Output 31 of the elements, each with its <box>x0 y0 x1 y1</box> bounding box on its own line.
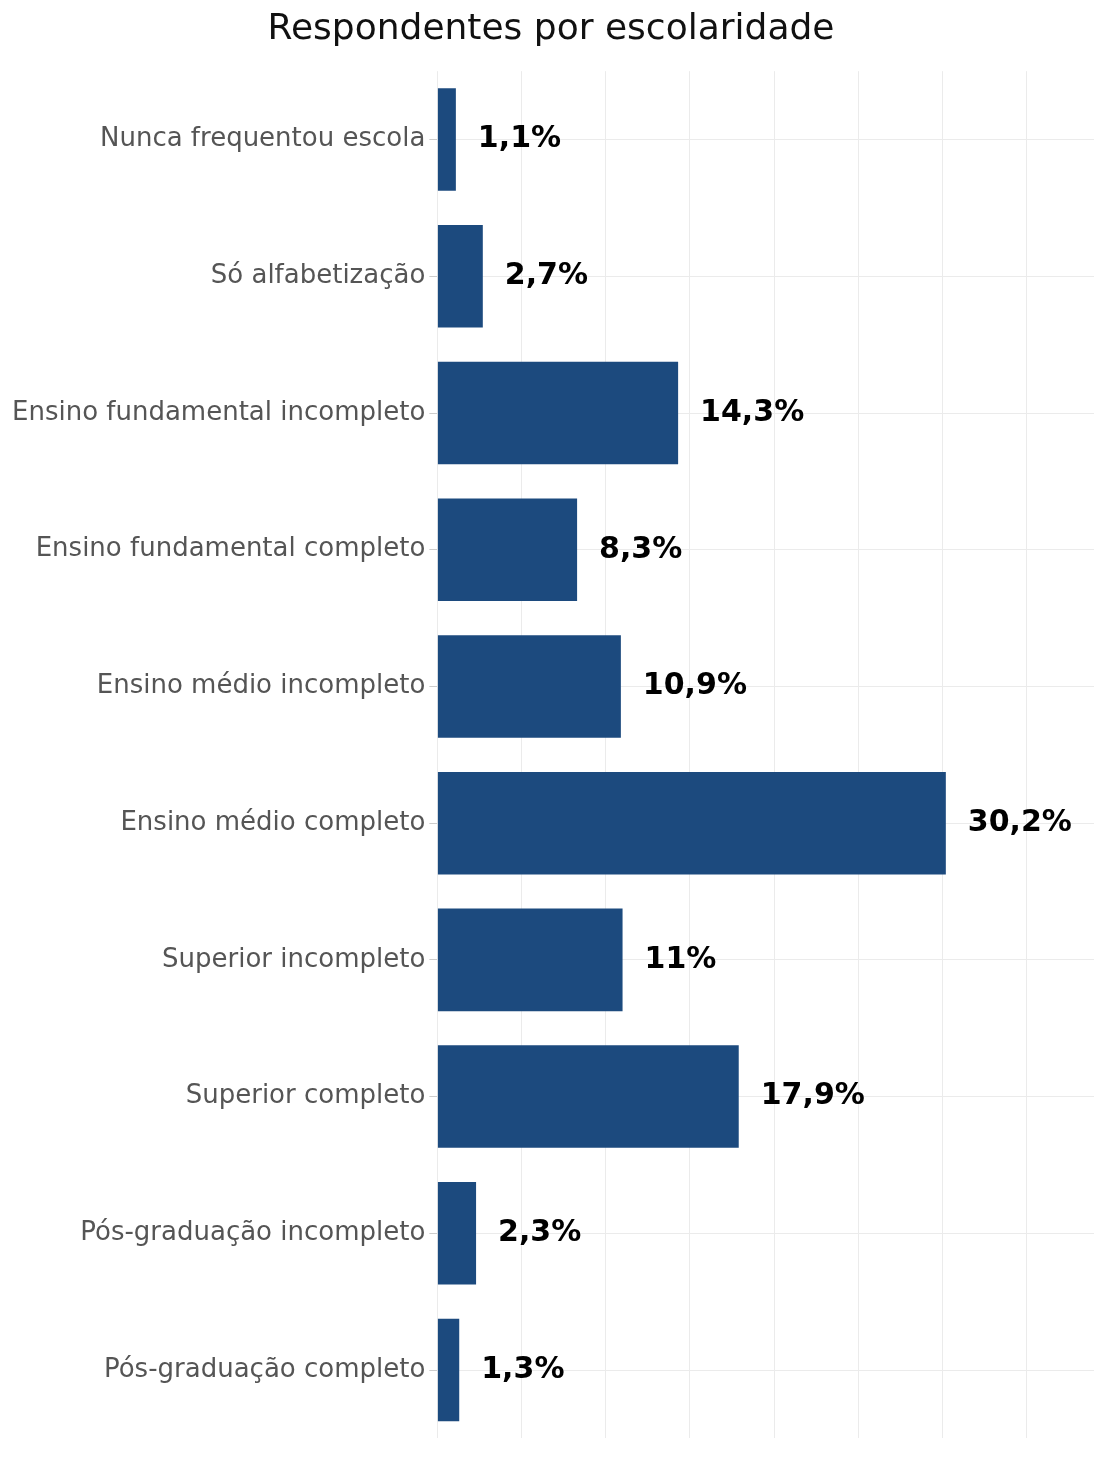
y-tick-label: Ensino médio completo <box>120 805 426 836</box>
data-label: 30,2% <box>967 802 1072 838</box>
y-tick-label: Pós-graduação completo <box>103 1352 426 1383</box>
y-tick-label: Superior completo <box>185 1079 426 1110</box>
bar <box>437 1182 477 1285</box>
data-label: 2,3% <box>498 1213 582 1249</box>
data-label: 14,3% <box>700 392 805 428</box>
y-tick-label: Superior incompleto <box>162 942 426 973</box>
bar <box>437 908 623 1012</box>
y-tick-label: Ensino fundamental incompleto <box>11 395 426 426</box>
bar <box>437 498 578 601</box>
data-label: 10,9% <box>642 666 747 702</box>
y-tick-label: Só alfabetização <box>210 259 426 290</box>
data-label: 17,9% <box>760 1076 865 1112</box>
bar <box>437 88 456 191</box>
chart-title: Respondentes por escolaridade <box>267 5 835 47</box>
bar <box>437 225 483 328</box>
data-label: 1,1% <box>477 119 562 155</box>
bar <box>437 1045 739 1148</box>
y-tick-label: Ensino fundamental completo <box>35 532 426 563</box>
data-label: 2,7% <box>504 256 589 292</box>
bar <box>437 771 946 875</box>
data-label: 11% <box>644 939 717 975</box>
data-label: 8,3% <box>599 529 683 565</box>
y-tick-label: Pós-graduação incompleto <box>80 1216 426 1247</box>
bar <box>437 1318 460 1422</box>
y-tick-label: Nunca frequentou escola <box>99 122 426 153</box>
bar <box>437 361 679 465</box>
data-label: 1,3% <box>481 1349 565 1385</box>
y-tick-label: Ensino médio incompleto <box>96 669 426 700</box>
bar <box>437 635 621 738</box>
